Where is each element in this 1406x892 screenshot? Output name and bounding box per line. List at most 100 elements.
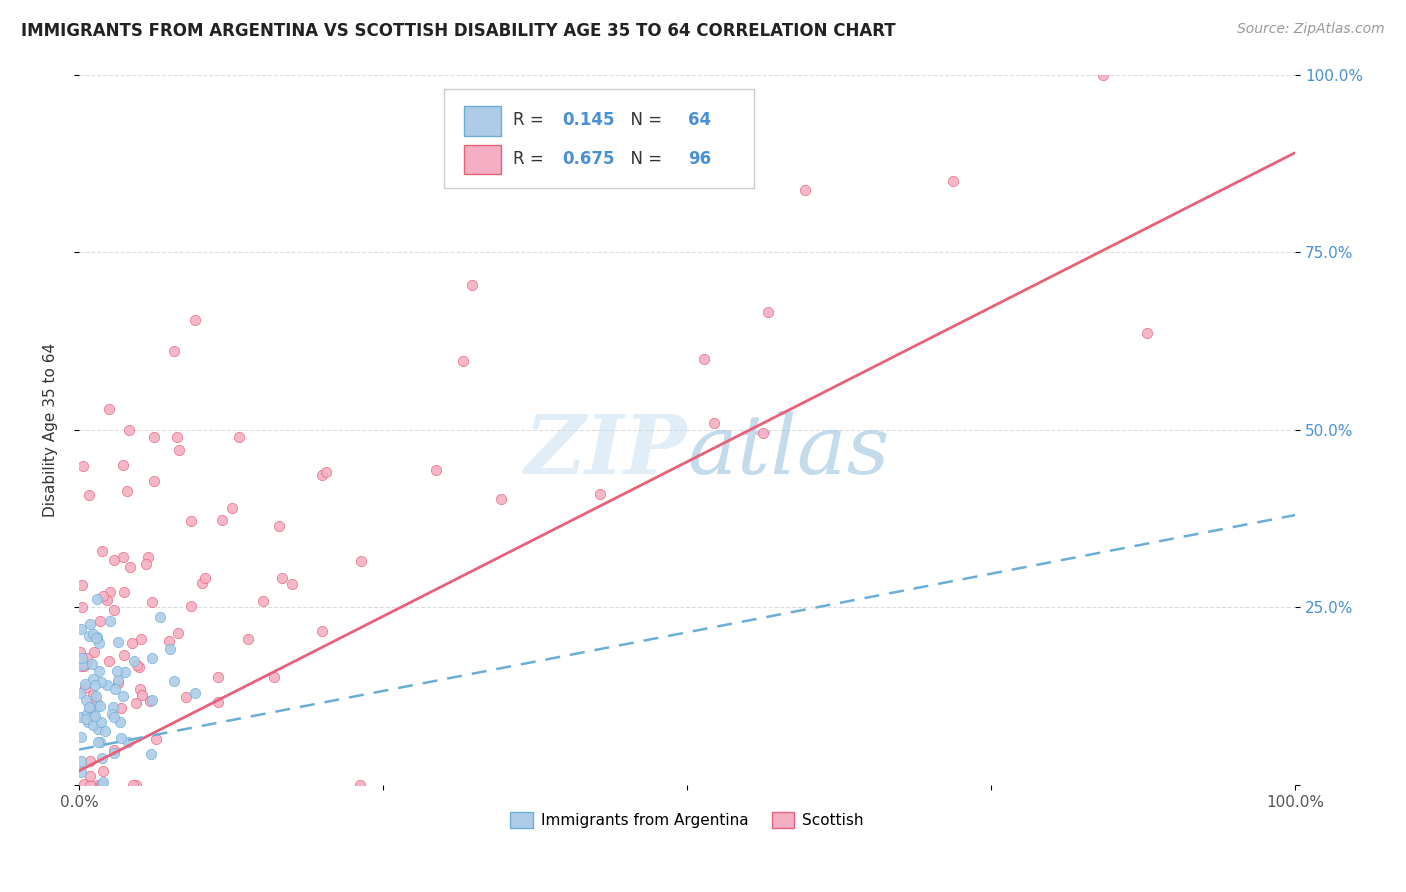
- Point: [70, 651, 93, 665]
- Point: [94, 724, 117, 739]
- Point: [107, 673, 129, 687]
- Point: [270, 571, 292, 585]
- Point: [96, 678, 118, 692]
- Point: [76, 650, 98, 665]
- Point: [139, 747, 162, 761]
- Point: [73, 658, 96, 673]
- Point: [82, 688, 104, 702]
- Point: [139, 694, 162, 708]
- Point: [91, 764, 114, 779]
- Point: [72, 658, 94, 673]
- Point: [70, 600, 93, 615]
- FancyBboxPatch shape: [444, 88, 754, 188]
- Point: [349, 778, 371, 792]
- Point: [127, 658, 149, 673]
- Point: [79, 769, 101, 783]
- Point: [107, 635, 129, 649]
- Point: [69, 686, 91, 700]
- Point: [84, 631, 107, 645]
- Text: IMMIGRANTS FROM ARGENTINA VS SCOTTISH DISABILITY AGE 35 TO 64 CORRELATION CHART: IMMIGRANTS FROM ARGENTINA VS SCOTTISH DI…: [21, 22, 896, 40]
- Legend: Immigrants from Argentina, Scottish: Immigrants from Argentina, Scottish: [505, 806, 870, 834]
- Point: [124, 654, 146, 668]
- Point: [794, 183, 817, 197]
- Point: [103, 553, 125, 567]
- Point: [76, 656, 98, 670]
- Point: [111, 550, 134, 565]
- Point: [269, 519, 291, 533]
- Point: [70, 754, 93, 768]
- Point: [166, 430, 188, 444]
- Point: [73, 681, 96, 696]
- Point: [87, 722, 110, 736]
- Point: [91, 775, 114, 789]
- Point: [77, 700, 100, 714]
- Point: [69, 710, 91, 724]
- Point: [91, 543, 114, 558]
- Point: [756, 305, 779, 319]
- Point: [79, 778, 101, 792]
- Point: [461, 278, 484, 293]
- Text: R =: R =: [513, 111, 550, 129]
- Point: [693, 351, 716, 366]
- Point: [103, 603, 125, 617]
- Bar: [464, 145, 501, 175]
- Point: [162, 673, 184, 688]
- Point: [451, 354, 474, 368]
- Point: [91, 590, 114, 604]
- Point: [703, 416, 725, 430]
- Point: [118, 560, 141, 574]
- Point: [77, 488, 100, 502]
- Point: [143, 474, 166, 488]
- Text: ZIP: ZIP: [524, 411, 688, 491]
- Point: [82, 718, 104, 732]
- Point: [100, 707, 122, 722]
- Point: [128, 659, 150, 673]
- Point: [79, 700, 101, 714]
- Point: [141, 595, 163, 609]
- Point: [112, 689, 135, 703]
- Point: [84, 709, 107, 723]
- Point: [72, 777, 94, 791]
- Point: [125, 696, 148, 710]
- Point: [86, 592, 108, 607]
- Point: [76, 706, 98, 721]
- Point: [98, 585, 121, 599]
- Point: [207, 670, 229, 684]
- Point: [86, 700, 108, 714]
- Point: [141, 650, 163, 665]
- Point: [115, 483, 138, 498]
- Point: [167, 442, 190, 457]
- Point: [110, 701, 132, 715]
- Point: [489, 491, 512, 506]
- Point: [228, 430, 250, 444]
- Point: [135, 557, 157, 571]
- Text: N =: N =: [620, 111, 668, 129]
- Point: [70, 578, 93, 592]
- Point: [70, 658, 93, 673]
- Point: [1135, 326, 1157, 340]
- Point: [149, 609, 172, 624]
- Point: [131, 689, 153, 703]
- Point: [311, 624, 333, 638]
- Point: [82, 626, 104, 640]
- Point: [110, 731, 132, 745]
- Point: [104, 682, 127, 697]
- Point: [75, 693, 97, 707]
- Point: [86, 735, 108, 749]
- Point: [263, 669, 285, 683]
- Text: 96: 96: [689, 150, 711, 168]
- Point: [84, 689, 107, 703]
- Point: [98, 654, 121, 668]
- Point: [87, 665, 110, 679]
- Point: [103, 743, 125, 757]
- Point: [79, 617, 101, 632]
- Point: [191, 576, 214, 591]
- Point: [163, 344, 186, 359]
- Point: [117, 735, 139, 749]
- Point: [69, 730, 91, 744]
- Point: [69, 645, 91, 659]
- Point: [89, 699, 111, 714]
- Point: [107, 675, 129, 690]
- Text: 64: 64: [689, 111, 711, 129]
- Point: [751, 425, 773, 440]
